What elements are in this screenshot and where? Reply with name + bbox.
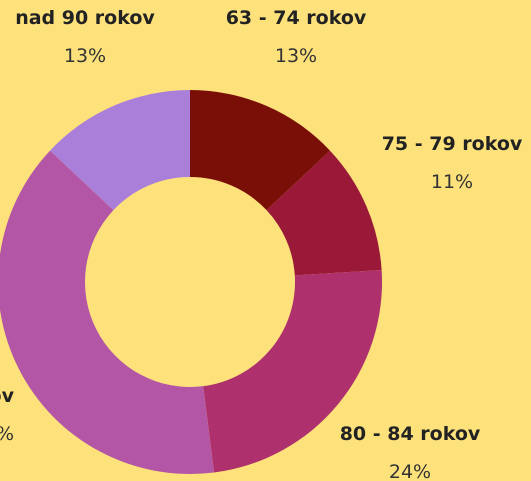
donut-segment — [266, 150, 382, 276]
donut-segment — [203, 269, 382, 473]
segment-label: nad 90 rokov — [15, 7, 155, 29]
segment-value-label: 11% — [431, 171, 473, 193]
segment-value-label: 13% — [64, 45, 106, 67]
segment-value-label: 24% — [389, 461, 431, 481]
donut-segment — [50, 90, 190, 211]
donut-segment — [190, 90, 330, 211]
donut-segment — [0, 150, 215, 474]
segment-value-label: 13% — [275, 45, 317, 67]
segment-label: 63 - 74 rokov — [226, 7, 367, 29]
segment-label: 75 - 79 rokov — [382, 133, 523, 155]
segment-label: 80 - 84 rokov — [340, 423, 481, 445]
segment-value-label: 39% — [0, 423, 14, 445]
segment-label: 85 - 89 rokov — [0, 385, 15, 407]
